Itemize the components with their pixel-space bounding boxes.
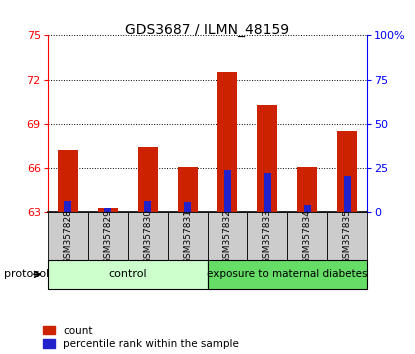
Text: GSM357829: GSM357829 [103,209,112,264]
Bar [327,212,367,260]
Legend: count, percentile rank within the sample: count, percentile rank within the sample [43,326,239,349]
Bar [168,212,208,260]
Text: GSM357830: GSM357830 [143,209,152,264]
Text: control: control [108,269,147,279]
Text: GSM357833: GSM357833 [263,209,272,264]
Bar [48,212,88,260]
Text: GDS3687 / ILMN_48159: GDS3687 / ILMN_48159 [125,23,290,37]
Bar [98,208,117,212]
Text: exposure to maternal diabetes: exposure to maternal diabetes [207,269,368,279]
Text: GSM357828: GSM357828 [63,209,72,264]
Bar [287,212,327,260]
Bar [138,148,158,212]
Bar [48,260,208,289]
Bar [298,167,317,212]
Bar [184,202,191,212]
Bar [304,205,311,212]
Bar [104,208,111,212]
Text: GSM357831: GSM357831 [183,209,192,264]
Bar [344,176,351,212]
Bar [264,172,271,212]
Bar [178,167,198,212]
Bar [224,170,231,212]
Text: GSM357834: GSM357834 [303,209,312,264]
Bar [128,212,168,260]
Bar [88,212,128,260]
Bar [208,260,367,289]
Bar [247,212,287,260]
Bar [58,150,78,212]
Text: GSM357832: GSM357832 [223,209,232,264]
Bar [144,201,151,212]
Bar [337,131,357,212]
Bar [257,105,277,212]
Bar [64,201,71,212]
Bar [217,72,237,212]
Text: protocol: protocol [4,269,49,279]
Bar [208,212,247,260]
Text: GSM357835: GSM357835 [343,209,352,264]
